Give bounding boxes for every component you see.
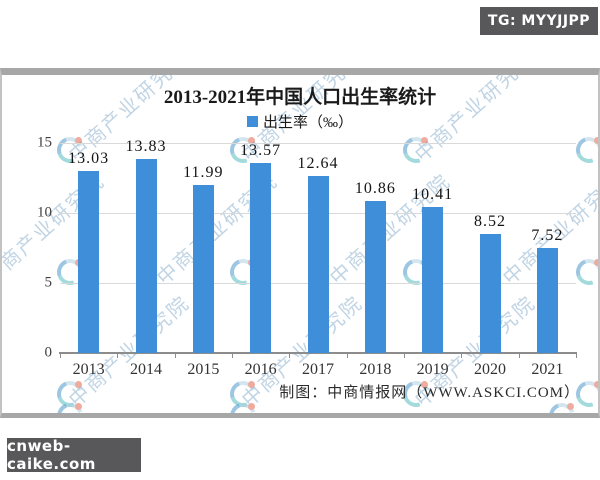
legend-square-icon <box>246 116 258 127</box>
bar-value-label: 10.86 <box>354 179 396 197</box>
x-axis-category-label: 2016 <box>244 361 277 378</box>
telegram-watermark-badge: TG: MYYJJPP <box>480 7 598 35</box>
x-axis-tick <box>576 353 577 358</box>
x-axis-category-label: 2015 <box>187 361 220 378</box>
x-axis-tick <box>346 353 348 358</box>
bar-value-label: 10.41 <box>412 186 454 204</box>
y-axis-tick-label: 5 <box>44 274 53 291</box>
bar-value-label: 13.83 <box>125 138 167 156</box>
x-axis-tick <box>518 353 520 358</box>
bar-2016 <box>250 163 272 353</box>
x-axis-line <box>59 352 577 354</box>
bar-value-label: 13.03 <box>68 149 110 167</box>
bar-2014 <box>135 159 157 353</box>
bar-2013 <box>78 170 100 353</box>
x-axis-tick <box>117 353 119 358</box>
chart-legend: 出生率（‰） <box>2 111 598 132</box>
bar-2021 <box>536 247 558 353</box>
chart-area: 2013-2021年中国人口出生率统计 出生率（‰） 0 5 10 15 13.03 20… <box>2 75 598 413</box>
x-axis-category-label: 2017 <box>302 361 334 378</box>
gridline-15 <box>60 142 576 144</box>
x-axis-category-label: 2021 <box>531 361 564 378</box>
bar-value-label: 11.99 <box>183 164 224 182</box>
x-axis-category-label: 2014 <box>130 361 162 378</box>
y-axis-tick-label: 10 <box>37 204 52 221</box>
y-axis-tick-label: 15 <box>37 134 52 151</box>
bar-2015 <box>192 185 214 353</box>
bar-value-label: 7.52 <box>531 226 564 244</box>
chart-card: 中商产业研究院 中商产业研究院 中商产业研究院 中商产业研究院 中商产业研究院 中商产业研… <box>0 68 600 418</box>
bar-value-label: 12.64 <box>297 155 339 173</box>
credit-text: 制图：中商情报网（WWW.ASKCI.COM） <box>279 385 580 401</box>
x-axis-tick <box>174 353 176 358</box>
x-axis-category-label: 2018 <box>359 361 392 378</box>
x-axis-tick <box>461 353 463 358</box>
bar-2017 <box>307 176 329 353</box>
x-axis-tick <box>289 353 291 358</box>
y-axis-tick-label: 0 <box>44 344 53 361</box>
x-axis-tick <box>232 353 233 358</box>
bar-2020 <box>479 233 501 353</box>
x-axis-category-label: 2019 <box>416 361 449 378</box>
x-axis-category-label: 2013 <box>72 361 105 378</box>
legend-label: 出生率（‰） <box>262 115 353 131</box>
bar-value-label: 13.57 <box>240 142 282 160</box>
x-axis-category-label: 2020 <box>474 361 506 378</box>
bar-2018 <box>364 200 386 353</box>
chart-title: 2013-2021年中国人口出生率统计 <box>163 87 437 108</box>
plot-area: 0 5 10 15 13.03 2013 13.83 2014 11.99 2015 13.57 20… <box>37 135 577 378</box>
x-axis-tick <box>404 353 405 358</box>
site-watermark-badge: cnweb-caike.com <box>7 437 141 473</box>
bar-value-label: 8.52 <box>474 212 506 230</box>
bar-2019 <box>422 207 444 353</box>
x-axis-tick <box>60 353 61 358</box>
